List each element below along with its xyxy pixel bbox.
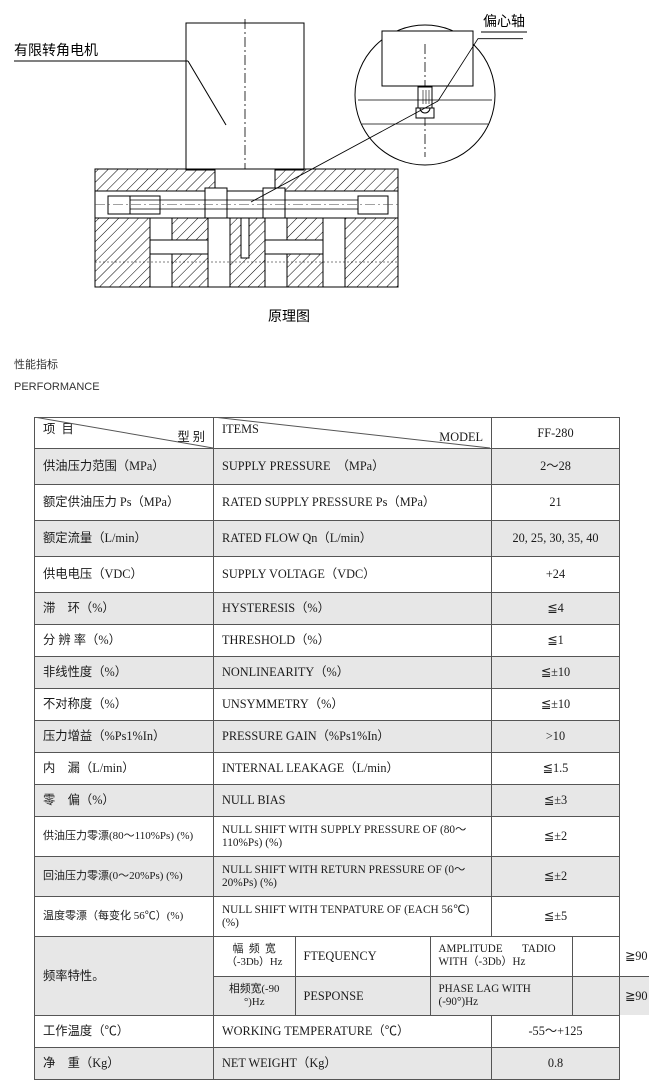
svg-text:原理图: 原理图 xyxy=(268,310,310,325)
svg-text:偏心轴: 偏心轴 xyxy=(483,14,525,30)
svg-text:有限转角电机: 有限转角电机 xyxy=(14,43,98,59)
